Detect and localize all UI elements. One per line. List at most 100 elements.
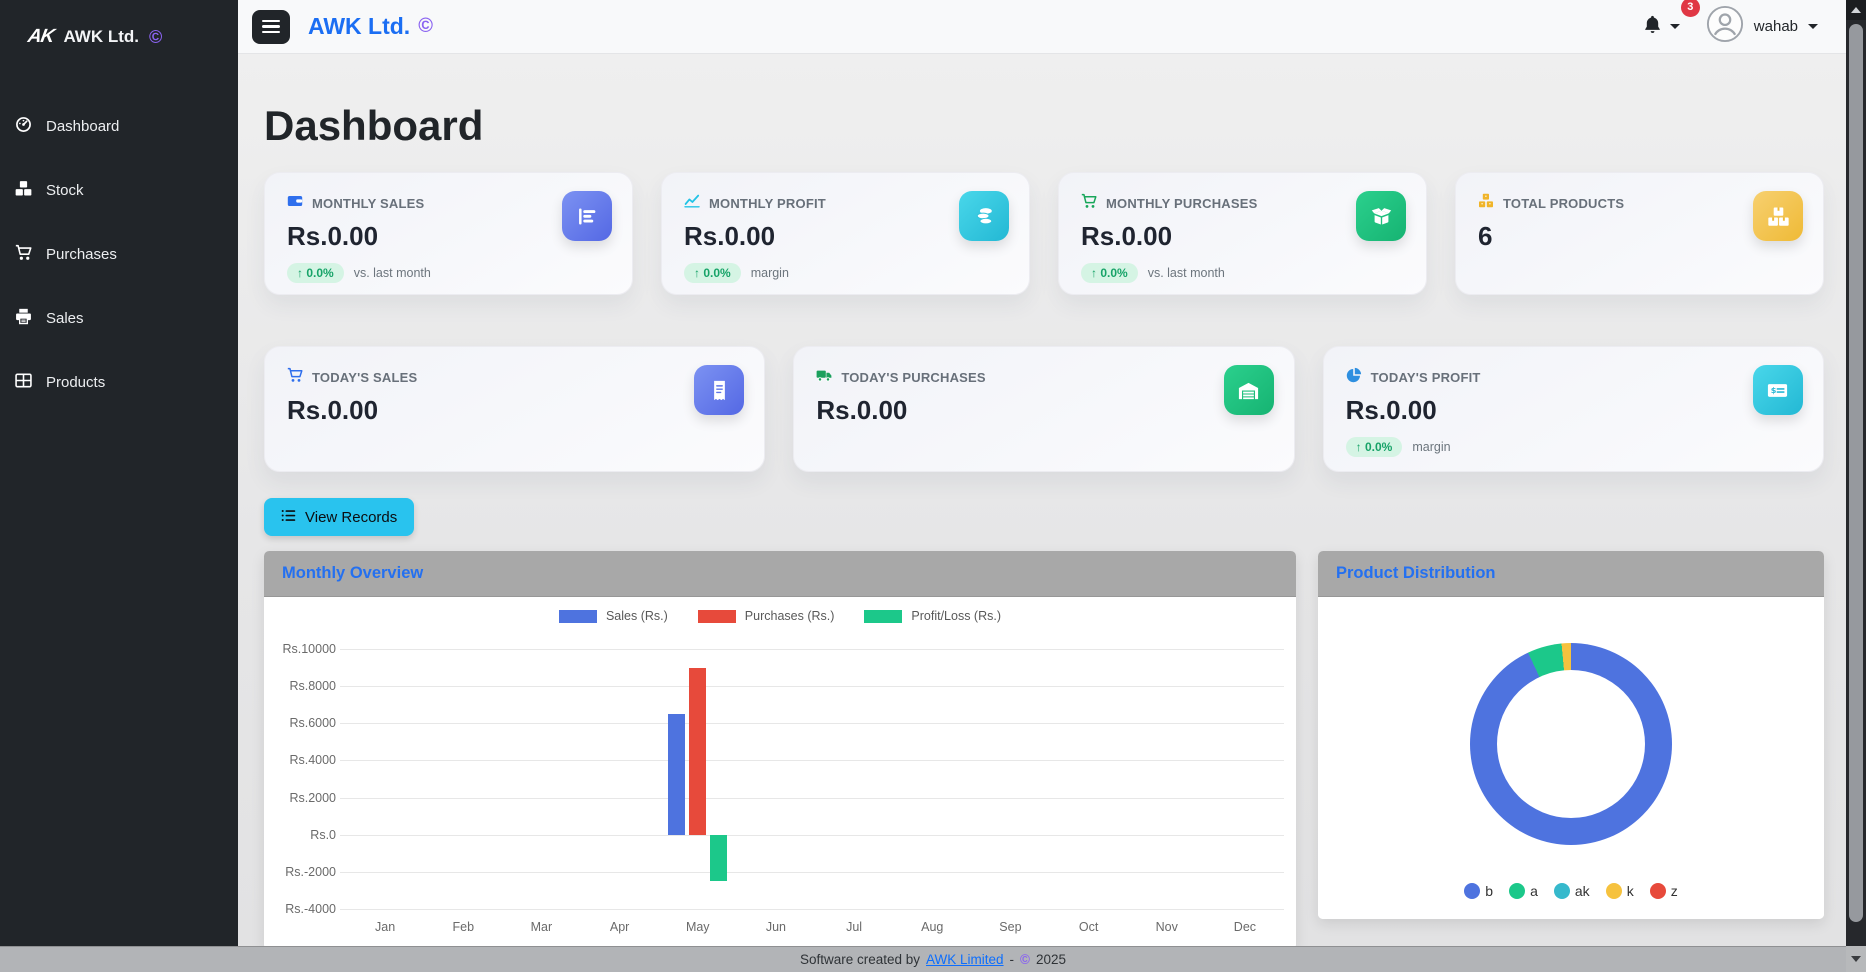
- x-axis-tick: Jun: [765, 920, 786, 934]
- legend-entry[interactable]: ak: [1553, 883, 1590, 899]
- sidebar-item-label: Products: [46, 373, 106, 391]
- user-menu[interactable]: wahab: [1706, 5, 1818, 48]
- legend-entry[interactable]: Profit/Loss (Rs.): [864, 609, 1001, 623]
- sidebar-item-dashboard[interactable]: Dashboard: [0, 106, 238, 146]
- warehouse-icon: [1223, 365, 1274, 415]
- delta-suffix: vs. last month: [1147, 266, 1225, 280]
- sidebar-item-label: Sales: [46, 309, 84, 327]
- legend-entry[interactable]: k: [1605, 883, 1634, 899]
- sidebar-toggle-button[interactable]: [252, 9, 290, 44]
- sidebar-item-purchases[interactable]: Purchases: [0, 234, 238, 274]
- page-title: Dashboard: [264, 102, 484, 149]
- bar-Sales (Rs.): [668, 714, 686, 835]
- footer-text: Software created by: [799, 952, 921, 967]
- bar-plot: Rs.10000 Rs.8000 Rs.6000 Rs.4000 Rs.2000 Rs.0…: [282, 642, 1284, 934]
- sidebar-item-products[interactable]: Products: [0, 362, 238, 402]
- vertical-scrollbar[interactable]: [1846, 0, 1866, 946]
- footer-dash: -: [1009, 952, 1015, 967]
- x-axis-tick: Nov: [1155, 920, 1178, 934]
- boxes-icon: [15, 180, 32, 201]
- card-value: 6: [1478, 221, 1493, 251]
- sidebar-item-label: Dashboard: [46, 117, 120, 135]
- cart-icon: [15, 244, 32, 265]
- bell-icon: [1642, 14, 1663, 40]
- header-copyright-icon: ©: [418, 15, 433, 37]
- legend-entry[interactable]: z: [1649, 883, 1678, 899]
- gridline: [340, 649, 1284, 650]
- gridline: [340, 871, 1284, 873]
- copyright-icon: ©: [149, 26, 163, 47]
- y-axis-tick: Rs.10000: [282, 642, 336, 656]
- card-monthly-profit: MONTHLY PROFIT Rs.0.00 ↑ 0.0% margin: [661, 172, 1030, 295]
- cart-icon: [1081, 193, 1097, 214]
- y-axis-tick: Rs.-2000: [285, 864, 336, 879]
- bar-Profit/Loss (Rs.): [710, 834, 728, 882]
- x-axis-tick: Jul: [846, 920, 863, 934]
- panel-title: Monthly Overview: [282, 564, 424, 582]
- panel-title: Product Distribution: [1336, 564, 1496, 582]
- view-records-button[interactable]: View Records: [264, 498, 415, 536]
- stat-cards-row-1: MONTHLY SALES Rs.0.00 ↑ 0.0% vs. last mo…: [264, 172, 1824, 295]
- legend-swatch: [864, 609, 903, 623]
- delta-badge: ↑ 0.0%: [1081, 263, 1138, 283]
- doughnut-chart-area: b a ak k z: [1318, 597, 1824, 919]
- gauge-icon: [15, 116, 32, 137]
- card-label: TOTAL PRODUCTS: [1503, 196, 1625, 211]
- bar-chart-legend: Sales (Rs.) Purchases (Rs.) Profit/Loss (R…: [264, 609, 1296, 623]
- card-label: TODAY'S PROFIT: [1370, 370, 1481, 385]
- card-todays-profit: TODAY'S PROFIT Rs.0.00 ↑ 0.0% margin $: [1322, 346, 1824, 472]
- notifications-menu[interactable]: 3: [1642, 0, 1700, 40]
- legend-dot: [1464, 883, 1481, 899]
- cart-icon: [287, 367, 303, 388]
- footer-year: 2025: [1036, 952, 1067, 967]
- scrollbar-down-button[interactable]: [1846, 946, 1866, 972]
- card-total-products: TOTAL PRODUCTS 6: [1455, 172, 1824, 295]
- y-axis-tick: Rs.-4000: [285, 902, 336, 916]
- footer-link[interactable]: AWK Limited: [926, 952, 1004, 967]
- header-brand[interactable]: AWK Ltd.: [308, 13, 411, 39]
- monthly-overview-panel: Monthly Overview Sales (Rs.) Purchases (R…: [264, 551, 1296, 946]
- list-icon: [281, 508, 296, 527]
- legend-label: k: [1626, 883, 1634, 899]
- footer-copyright-icon: ©: [1020, 952, 1030, 967]
- y-axis-tick: Rs.4000: [289, 753, 336, 768]
- receipt-icon: [694, 365, 745, 415]
- doughnut-legend: b a ak k z: [1318, 883, 1824, 899]
- card-todays-sales: TODAY'S SALES Rs.0.00: [264, 346, 766, 472]
- legend-entry[interactable]: Purchases (Rs.): [697, 609, 834, 623]
- legend-swatch: [697, 609, 736, 623]
- coins-icon: [959, 191, 1009, 241]
- y-axis-tick: Rs.6000: [289, 716, 336, 731]
- card-value: Rs.0.00: [816, 395, 908, 425]
- truck-icon: [816, 367, 832, 388]
- y-axis-tick: Rs.8000: [289, 679, 336, 694]
- money-check-icon: $: [1752, 365, 1803, 415]
- scrollbar-thumb[interactable]: [1849, 24, 1863, 922]
- delta-suffix: margin: [750, 266, 789, 280]
- legend-entry[interactable]: a: [1509, 883, 1538, 899]
- delta-badge: ↑ 0.0%: [287, 263, 344, 283]
- gridline: [340, 834, 1284, 836]
- gridline: [340, 797, 1284, 799]
- x-axis-tick: Oct: [1078, 920, 1099, 934]
- card-value: Rs.0.00: [1345, 395, 1437, 425]
- gridline: [340, 686, 1284, 688]
- sidebar-item-stock[interactable]: Stock: [0, 170, 238, 210]
- chart-line-icon: [684, 193, 700, 214]
- sidebar-item-sales[interactable]: Sales: [0, 298, 238, 338]
- legend-dot: [1553, 883, 1570, 899]
- sidebar-brand[interactable]: AK AWK Ltd. ©: [0, 0, 238, 48]
- card-label: MONTHLY PURCHASES: [1106, 196, 1258, 211]
- box-open-icon: [1356, 191, 1406, 241]
- x-axis-tick: May: [685, 920, 710, 934]
- legend-entry[interactable]: b: [1464, 883, 1493, 899]
- card-label: MONTHLY PROFIT: [709, 196, 826, 211]
- printer-icon: [15, 308, 32, 329]
- product-distribution-panel: Product Distribution b a ak k z: [1318, 551, 1824, 919]
- scrollbar-up-button[interactable]: [1846, 0, 1866, 20]
- legend-label: Profit/Loss (Rs.): [911, 609, 1002, 623]
- legend-entry[interactable]: Sales (Rs.): [558, 609, 668, 623]
- svg-text:$: $: [1771, 385, 1777, 395]
- x-axis-tick: Aug: [921, 920, 944, 934]
